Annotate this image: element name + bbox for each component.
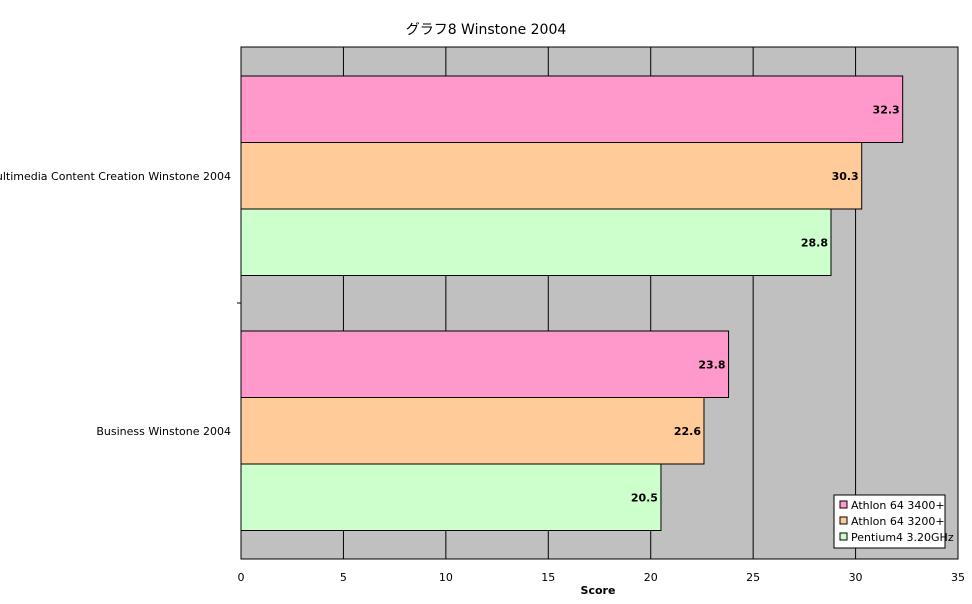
legend-label-2: Pentium4 3.20GHz xyxy=(851,531,954,544)
bar-0-2 xyxy=(240,208,832,276)
bar-value-label-1-0: 23.8 xyxy=(698,358,725,371)
x-tick-label-2: 10 xyxy=(439,571,453,584)
bar-1-1 xyxy=(240,397,705,465)
x-tick-label-7: 35 xyxy=(951,571,965,584)
bar-value-label-0-0: 32.3 xyxy=(873,103,900,116)
bar-0-1 xyxy=(240,142,863,210)
x-tick-label-6: 30 xyxy=(849,571,863,584)
x-tick-label-1: 5 xyxy=(340,571,347,584)
bar-0-0 xyxy=(240,75,904,143)
legend-label-0: Athlon 64 3400+ xyxy=(851,499,945,512)
legend-label-1: Athlon 64 3200+ xyxy=(851,515,945,528)
bar-value-label-0-2: 28.8 xyxy=(801,236,828,249)
x-tick-label-4: 20 xyxy=(644,571,658,584)
x-tick-label-5: 25 xyxy=(746,571,760,584)
bar-1-0 xyxy=(240,330,730,398)
category-label-1: Business Winstone 2004 xyxy=(96,425,231,438)
legend-swatch-2 xyxy=(839,532,848,541)
legend-box xyxy=(833,494,946,549)
bar-value-label-0-1: 30.3 xyxy=(832,170,859,183)
plot-area: 0 5 10 15 20 25 30 35 32.3 30.3 28.8 Multimedia Con… xyxy=(0,46,965,584)
x-tick-label-0: 0 xyxy=(238,571,245,584)
category-label-0: Multimedia Content Creation Winstone 200… xyxy=(0,170,231,183)
x-axis-title: Score xyxy=(581,584,616,597)
bar-1-2 xyxy=(240,463,662,531)
legend-swatch-0 xyxy=(839,500,848,509)
bar-value-label-1-1: 22.6 xyxy=(674,425,701,438)
bar-value-label-1-2: 20.5 xyxy=(631,491,658,504)
x-tick-label-3: 15 xyxy=(541,571,555,584)
legend-swatch-1 xyxy=(839,516,848,525)
chart-title: グラフ8 Winstone 2004 xyxy=(406,22,567,38)
